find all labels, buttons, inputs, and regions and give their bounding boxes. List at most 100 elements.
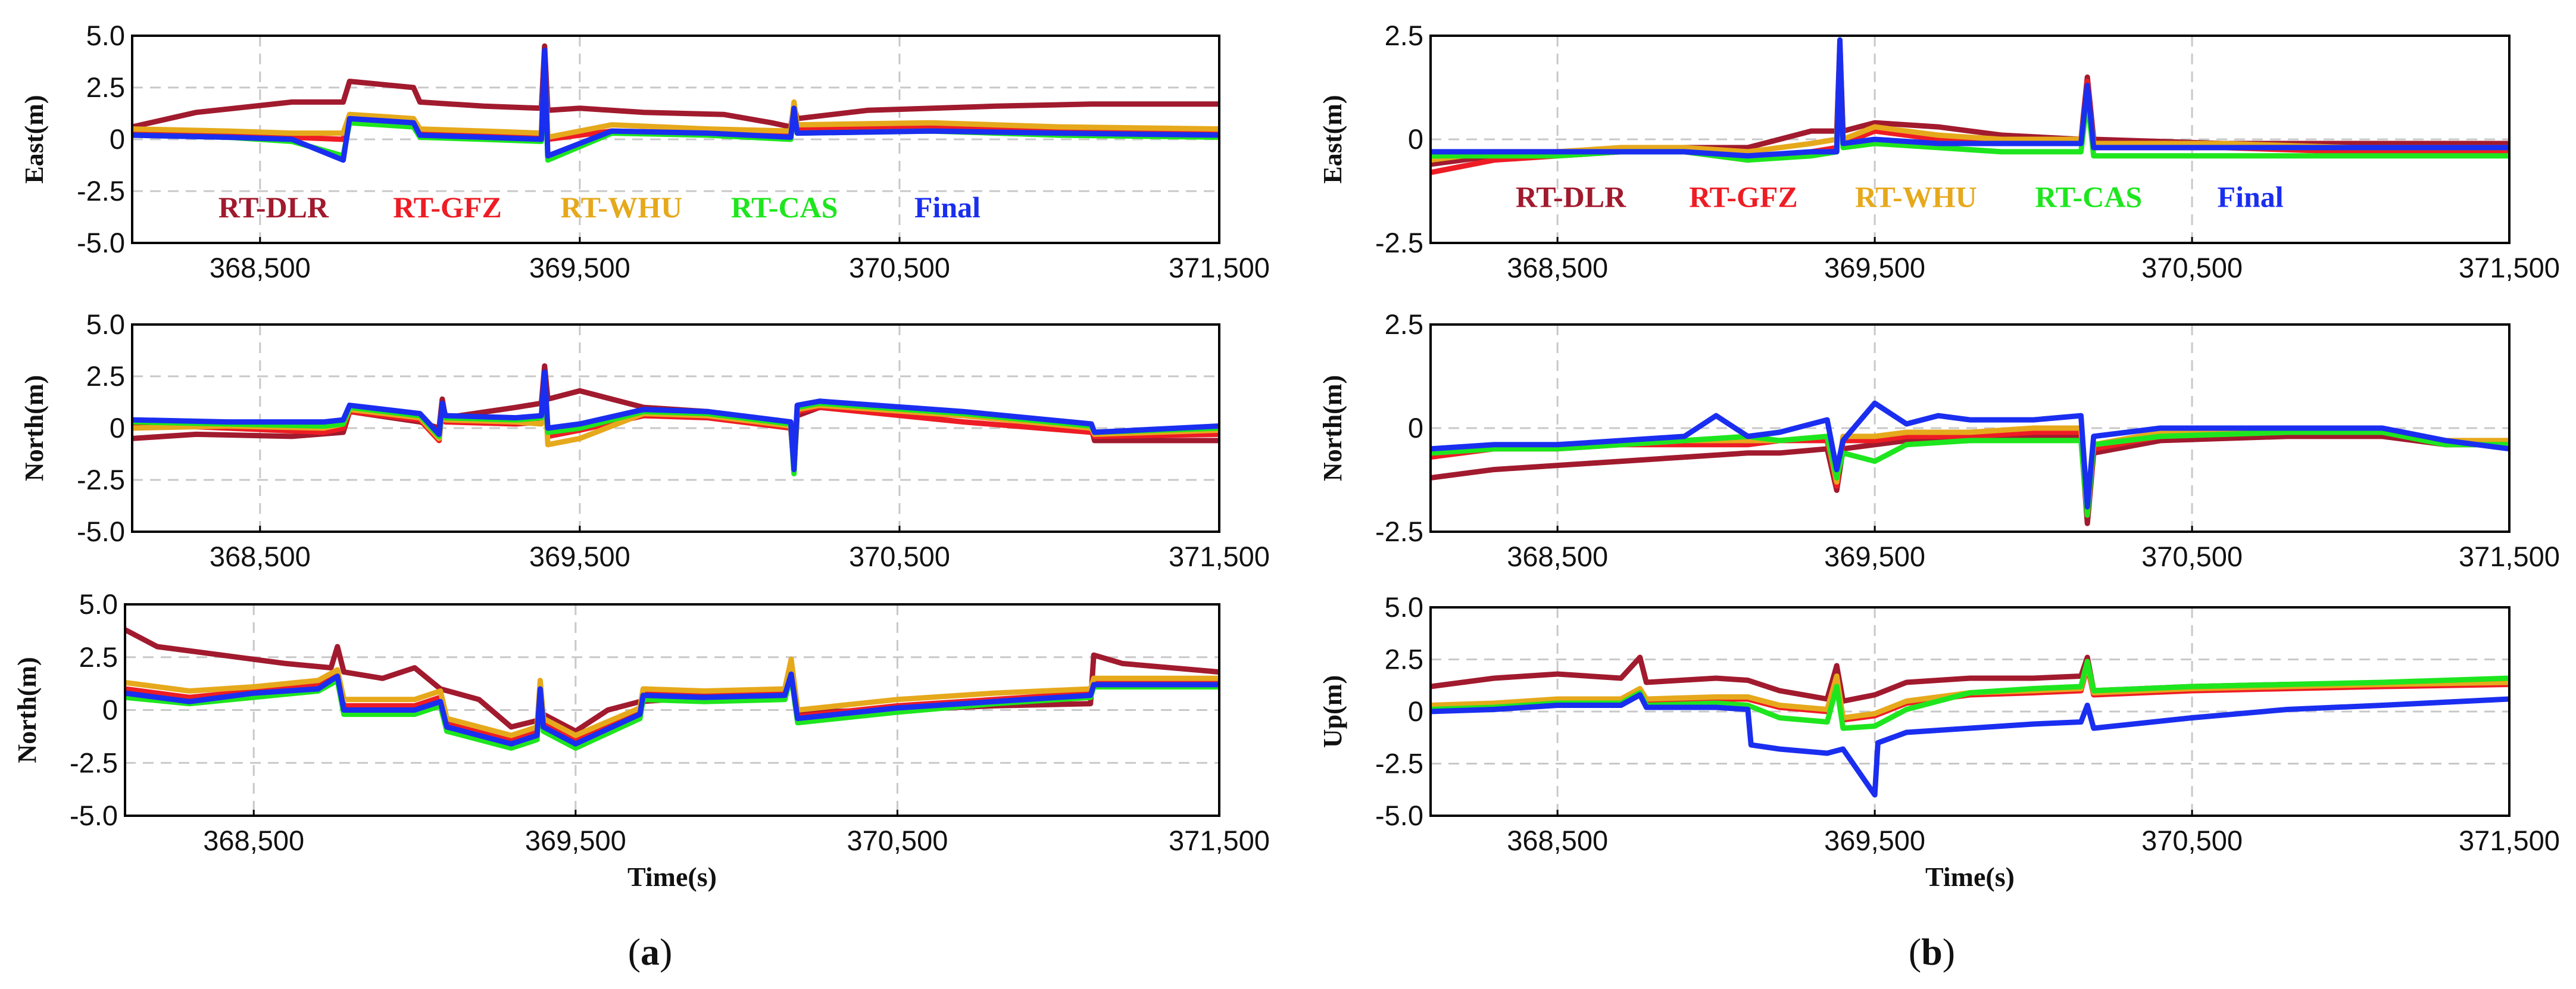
series-group <box>1431 400 2509 526</box>
legend-item-rt-dlr: RT-DLR <box>218 191 329 224</box>
x-tick-label: 371,500 <box>2459 252 2560 283</box>
chart-a-east: 5.0 2.5 0 -2.5 -5.0 368,500 369,500 370,500 371,… <box>20 20 1270 283</box>
plot-frame <box>131 35 1220 244</box>
x-tick-label: 370,500 <box>2141 252 2243 283</box>
x-tick-label: 370,500 <box>849 541 950 572</box>
series-group <box>1431 37 2509 176</box>
series-line-rt-cas <box>132 58 1219 163</box>
y-tick-label: 5.0 <box>79 588 118 620</box>
y-axis-label: Up(m) <box>1318 675 1347 748</box>
y-tick-label: 2.5 <box>79 641 118 673</box>
y-tick-label: -2.5 <box>1375 516 1423 547</box>
series-line-rt-dlr <box>132 43 1219 130</box>
plot-frame <box>124 603 1220 817</box>
chart-a-up: 5.0 2.5 0 -2.5 -5.0 368,500 369,500 370,500 371,… <box>13 588 1270 892</box>
legend-item-rt-dlr: RT-DLR <box>1516 180 1626 213</box>
x-tick-label: 370,500 <box>847 825 948 856</box>
plot-frame <box>1429 323 2511 533</box>
legend-item-rt-cas: RT-CAS <box>731 191 838 224</box>
plot-area: 5.0 2.5 0 -2.5 -5.0 368,500 369,500 370,500 371,… <box>13 20 2560 892</box>
y-tick-label: -5.0 <box>1375 800 1423 831</box>
chart-b-up: 5.0 2.5 0 -2.5 -5.0 368,500 369,500 370,500 371,… <box>1318 591 2560 892</box>
y-tick-label: 0 <box>1408 695 1423 727</box>
series-line-rt-whu <box>132 54 1219 140</box>
x-tick-label: 369,500 <box>1824 541 1925 572</box>
series-group <box>1431 654 2509 798</box>
x-tick-label: 369,500 <box>529 252 630 283</box>
series-line-final <box>132 369 1219 473</box>
chart-a-north: 5.0 2.5 0 -2.5 -5.0 368,500 369,500 370,500 371,… <box>20 308 1270 572</box>
panel-label-a: (a) <box>628 931 673 973</box>
series-line-final <box>1431 692 2509 798</box>
series-line-final <box>1431 400 2509 510</box>
legend-item-rt-whu: RT-WHU <box>560 191 682 224</box>
y-tick-label: -5.0 <box>70 800 118 831</box>
y-tick-label: 0 <box>1408 123 1423 155</box>
series-line-rt-dlr <box>125 627 1219 734</box>
y-axis-label: North(m) <box>20 375 49 481</box>
chart-b-east: 2.5 0 -2.5 368,500 369,500 370,500 371,500 East… <box>1318 20 2560 283</box>
x-axis-label: Time(s) <box>627 862 717 892</box>
y-tick-label: 5.0 <box>86 20 125 51</box>
x-tick-label: 368,500 <box>1507 825 1608 856</box>
x-tick-label: 368,500 <box>1507 252 1608 283</box>
y-tick-label: 2.5 <box>1385 20 1423 51</box>
x-tick-label: 368,500 <box>1507 541 1608 572</box>
y-axis-label: East(m) <box>1318 95 1347 183</box>
plot-frame <box>1429 35 2511 244</box>
series-line-rt-cas <box>1431 429 2509 518</box>
legend-item-rt-gfz: RT-GFZ <box>1689 180 1798 213</box>
y-tick-label: -2.5 <box>1375 748 1423 779</box>
y-tick-label: 0 <box>110 412 125 444</box>
plot-frame <box>131 323 1220 533</box>
series-group <box>132 43 1219 163</box>
y-axis-label: North(m) <box>1318 375 1347 481</box>
x-tick-label: 371,500 <box>1169 825 1270 856</box>
series-group <box>125 627 1219 751</box>
x-tick-label: 371,500 <box>2459 541 2560 572</box>
series-line-rt-cas <box>132 373 1219 477</box>
x-tick-label: 371,500 <box>1169 252 1270 283</box>
legend-item-final: Final <box>2218 180 2284 213</box>
x-tick-label: 368,500 <box>210 541 311 572</box>
series-line-final <box>125 671 1219 747</box>
y-axis-label: North(m) <box>13 657 42 763</box>
y-tick-label: -2.5 <box>70 747 118 778</box>
x-tick-label: 368,500 <box>210 252 311 283</box>
y-tick-label: -2.5 <box>77 175 125 207</box>
chart-b-north: 2.5 0 -2.5 368,500 369,500 370,500 371,500 Nort… <box>1318 308 2560 572</box>
x-tick-label: 370,500 <box>2141 825 2243 856</box>
y-tick-label: 5.0 <box>1385 591 1423 623</box>
x-tick-label: 369,500 <box>525 825 626 856</box>
series-line-final <box>132 47 1219 163</box>
series-group <box>132 363 1219 477</box>
y-tick-label: 0 <box>102 694 118 726</box>
legend-item-rt-cas: RT-CAS <box>2035 180 2142 213</box>
panel-letter-b: b <box>1921 931 1943 973</box>
x-tick-label: 371,500 <box>2459 825 2560 856</box>
x-tick-label: 371,500 <box>1169 541 1270 572</box>
y-tick-label: -5.0 <box>77 227 125 258</box>
series-line-rt-cas <box>1431 659 2509 731</box>
y-tick-label: 5.0 <box>86 308 125 340</box>
y-tick-label: 2.5 <box>1385 308 1423 340</box>
legend-item-final: Final <box>914 191 981 224</box>
legend-item-rt-gfz: RT-GFZ <box>393 191 502 224</box>
x-tick-label: 369,500 <box>1824 252 1925 283</box>
x-tick-label: 369,500 <box>1824 825 1925 856</box>
panel-label-b: (b) <box>1909 931 1955 973</box>
y-tick-label: 2.5 <box>1385 644 1423 675</box>
series-line-final <box>1431 37 2509 159</box>
y-axis-label: East(m) <box>20 95 49 183</box>
x-axis-label: Time(s) <box>1925 862 2015 892</box>
y-tick-label: 2.5 <box>86 71 125 103</box>
x-tick-label: 370,500 <box>849 252 950 283</box>
plot-frame <box>1429 606 2511 817</box>
panel-letter-a: a <box>641 931 660 973</box>
y-tick-label: 0 <box>1408 412 1423 444</box>
x-tick-label: 368,500 <box>203 825 304 856</box>
series-line-rt-dlr <box>1431 433 2509 526</box>
y-tick-label: -2.5 <box>77 464 125 495</box>
y-tick-label: 0 <box>110 123 125 155</box>
